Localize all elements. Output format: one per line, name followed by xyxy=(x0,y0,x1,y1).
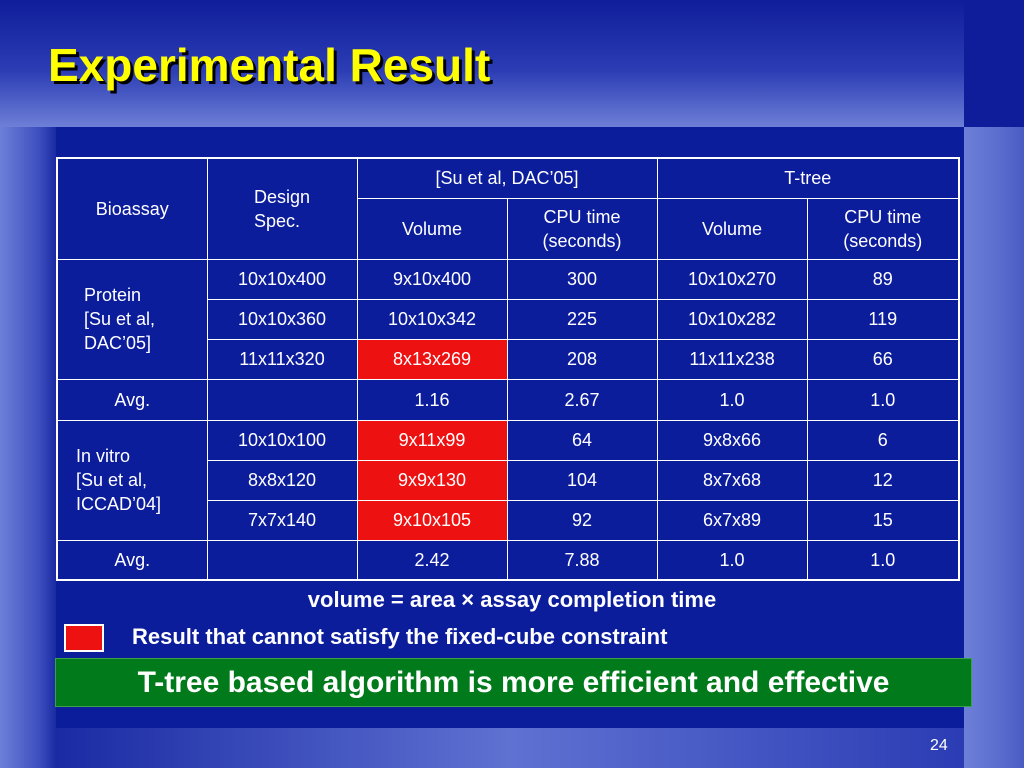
cell-avg-label: Avg. xyxy=(56,378,208,421)
conclusion-box: T-tree based algorithm is more efficient… xyxy=(55,658,972,707)
right-decorative-band xyxy=(964,0,1024,768)
cell-su-cpu: 300 xyxy=(506,258,658,300)
table-header-row-1: Bioassay Design Spec. [Su et al, DAC’05]… xyxy=(56,157,960,260)
cell-spec: 10x10x360 xyxy=(206,298,358,340)
group-label-in-vitro: In vitro [Su et al, ICCAD’04] xyxy=(56,419,208,541)
cell-avg-su-volume: 1.16 xyxy=(356,378,508,421)
table-row: Protein [Su et al, DAC’05] 10x10x400 9x1… xyxy=(56,258,960,380)
cell-su-cpu: 225 xyxy=(506,298,658,340)
cell-ttree-volume: 9x8x66 xyxy=(656,419,808,461)
cell-avg-ttree-volume: 1.0 xyxy=(656,378,808,421)
cell-spec: 11x11x320 xyxy=(206,338,358,380)
cell-ttree-volume: 10x10x282 xyxy=(656,298,808,340)
cell-su-cpu: 104 xyxy=(506,459,658,501)
table-avg-row: Avg. 1.16 2.67 1.0 1.0 xyxy=(56,378,960,421)
table-row: 11x11x320 8x13x269 208 11x11x238 66 xyxy=(57,338,960,380)
table-row: In vitro [Su et al, ICCAD’04] 10x10x100 … xyxy=(56,419,960,541)
header-bioassay: Bioassay xyxy=(56,157,208,260)
cell-avg-su-cpu: 7.88 xyxy=(506,539,658,581)
cell-avg-ttree-cpu: 1.0 xyxy=(806,539,960,581)
left-decorative-band xyxy=(0,127,56,768)
cell-spec: 10x10x100 xyxy=(206,419,358,461)
cell-ttree-volume: 8x7x68 xyxy=(656,459,808,501)
table-header-row-2: Volume CPU time (seconds) Volume CPU tim… xyxy=(57,197,960,260)
header-su-volume: Volume xyxy=(356,197,508,260)
cell-avg-su-cpu: 2.67 xyxy=(506,378,658,421)
header-design-spec: Design Spec. xyxy=(206,157,358,260)
cell-su-volume: 9x10x400 xyxy=(356,258,508,300)
table-row: 10x10x360 10x10x342 225 10x10x282 119 xyxy=(57,298,960,340)
cell-ttree-cpu: 119 xyxy=(806,298,960,340)
volume-formula: volume = area × assay completion time xyxy=(307,587,717,612)
header-group-ttree: T-tree xyxy=(656,157,960,199)
cell-ttree-cpu: 89 xyxy=(806,258,960,300)
conclusion-text: T-tree based algorithm is more efficient… xyxy=(137,665,890,699)
header-group-su: [Su et al, DAC’05] xyxy=(356,157,658,199)
header-su-cpu-time: CPU time (seconds) xyxy=(506,197,658,260)
bottom-decorative-band xyxy=(56,728,964,768)
cell-su-volume: 10x10x342 xyxy=(356,298,508,340)
cell-ttree-volume: 6x7x89 xyxy=(656,499,808,541)
cell-ttree-cpu: 6 xyxy=(806,419,960,461)
group-label-protein: Protein [Su et al, DAC’05] xyxy=(56,258,208,380)
cell-ttree-cpu: 66 xyxy=(806,338,960,380)
cell-ttree-volume: 11x11x238 xyxy=(656,338,808,380)
cell-su-cpu: 208 xyxy=(506,338,658,380)
top-decorative-band xyxy=(0,0,964,127)
cell-spec: 10x10x400 xyxy=(206,258,358,300)
cell-ttree-cpu: 15 xyxy=(806,499,960,541)
cell-spec: 7x7x140 xyxy=(206,499,358,541)
results-table: Bioassay Design Spec. [Su et al, DAC’05]… xyxy=(56,157,961,581)
cell-su-cpu: 64 xyxy=(506,419,658,461)
slide-title: Experimental Result xyxy=(48,39,491,91)
cell-su-volume-highlighted: 9x11x99 xyxy=(356,419,508,461)
cell-spec: 8x8x120 xyxy=(206,459,358,501)
top-right-decorative-block xyxy=(964,0,1024,127)
page-number: 24 xyxy=(930,737,948,754)
table-row: 8x8x120 9x9x130 104 8x7x68 12 xyxy=(57,459,960,501)
cell-ttree-volume: 10x10x270 xyxy=(656,258,808,300)
cell-avg-ttree-volume: 1.0 xyxy=(656,539,808,581)
cell-su-volume-highlighted: 9x10x105 xyxy=(356,499,508,541)
cell-avg-ttree-cpu: 1.0 xyxy=(806,378,960,421)
cell-su-volume-highlighted: 8x13x269 xyxy=(356,338,508,380)
legend-text: Result that cannot satisfy the fixed-cub… xyxy=(132,624,668,649)
header-ttree-volume: Volume xyxy=(656,197,808,260)
cell-su-volume-highlighted: 9x9x130 xyxy=(356,459,508,501)
header-ttree-cpu-time: CPU time (seconds) xyxy=(806,197,960,260)
cell-avg-su-volume: 2.42 xyxy=(356,539,508,581)
legend-red-swatch xyxy=(64,624,104,652)
cell-su-cpu: 92 xyxy=(506,499,658,541)
cell-avg-empty xyxy=(206,539,358,581)
cell-avg-label: Avg. xyxy=(56,539,208,581)
cell-ttree-cpu: 12 xyxy=(806,459,960,501)
cell-avg-empty xyxy=(206,378,358,421)
table-avg-row: Avg. 2.42 7.88 1.0 1.0 xyxy=(56,539,960,581)
